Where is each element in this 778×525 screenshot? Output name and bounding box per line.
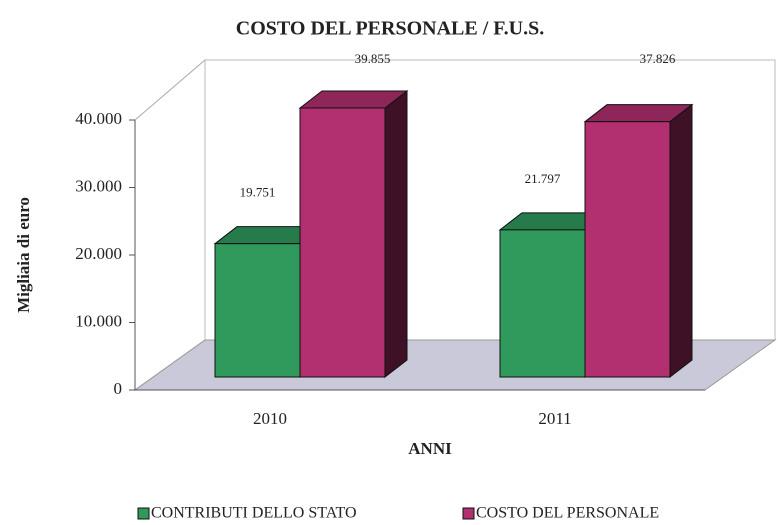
bar	[499, 229, 586, 378]
legend-label: COSTO DEL PERSONALE	[476, 505, 659, 522]
y-tick-label: 30.000	[75, 176, 122, 195]
data-label: 19.751	[240, 185, 276, 200]
legend-swatch	[137, 507, 150, 520]
y-tick-label: 10.000	[75, 311, 122, 330]
bar	[299, 107, 386, 378]
y-axis-label: Migliaia di euro	[14, 197, 33, 313]
data-label: 39.855	[355, 51, 391, 66]
legend-label: CONTRIBUTI DELLO STATO	[151, 505, 357, 522]
bar-side	[384, 89, 408, 379]
chart-title: COSTO DEL PERSONALE / F.U.S.	[236, 18, 544, 40]
x-axis-label: ANNI	[408, 439, 452, 458]
data-label: 37.826	[640, 51, 676, 66]
y-tick-label: 0	[114, 379, 123, 398]
data-label: 21.797	[525, 171, 561, 186]
side-wall	[134, 58, 206, 391]
bar	[214, 243, 301, 378]
y-tick-label: 40.000	[75, 109, 122, 128]
bar-side	[669, 103, 693, 379]
legend-swatch	[462, 507, 475, 520]
y-tick-label: 20.000	[75, 244, 122, 263]
x-tick-label: 2010	[253, 409, 287, 428]
x-tick-label: 2011	[538, 409, 571, 428]
bar	[584, 121, 671, 378]
